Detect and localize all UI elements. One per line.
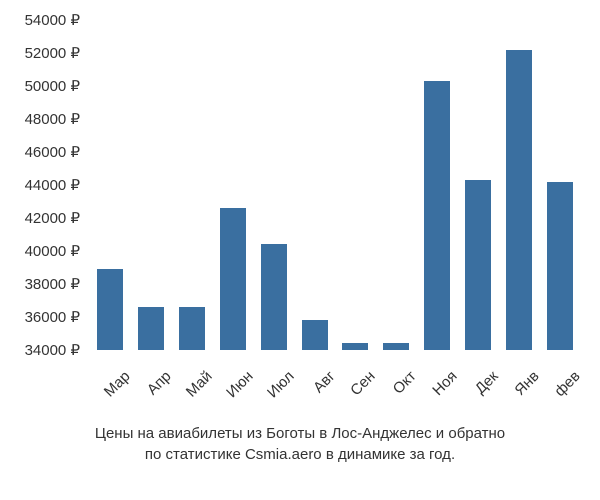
y-tick-label: 34000 ₽ [25,341,80,359]
price-chart: 34000 ₽ 36000 ₽ 38000 ₽ 40000 ₽ 42000 ₽ 44000… [0,0,600,500]
bar [342,343,368,350]
y-tick-label: 40000 ₽ [25,242,80,260]
bar [138,307,164,350]
y-tick-label: 38000 ₽ [25,275,80,293]
bar [97,269,123,350]
y-tick-label: 54000 ₽ [25,11,80,29]
bar [506,50,532,350]
x-axis-labels: МарАпрМайИюнИюлАвгСенОктНояДекЯнвфев [90,355,580,415]
y-tick-label: 46000 ₽ [25,143,80,161]
bar [220,208,246,350]
y-tick-label: 42000 ₽ [25,209,80,227]
bars-group [90,20,580,350]
y-tick-label: 50000 ₽ [25,77,80,95]
bar [302,320,328,350]
bar [179,307,205,350]
y-tick-label: 48000 ₽ [25,110,80,128]
y-tick-label: 44000 ₽ [25,176,80,194]
y-tick-label: 36000 ₽ [25,308,80,326]
caption-line-1: Цены на авиабилеты из Боготы в Лос-Андже… [0,423,600,444]
bar [424,81,450,350]
caption-line-2: по статистике Csmia.aero в динамике за г… [0,444,600,465]
y-axis: 34000 ₽36000 ₽38000 ₽40000 ₽42000 ₽44000… [0,20,85,350]
bar [547,182,573,350]
bar [465,180,491,350]
chart-caption: Цены на авиабилеты из Боготы в Лос-Андже… [0,423,600,465]
plot-area [90,20,580,350]
bar [261,244,287,350]
bar [383,343,409,350]
y-tick-label: 52000 ₽ [25,44,80,62]
